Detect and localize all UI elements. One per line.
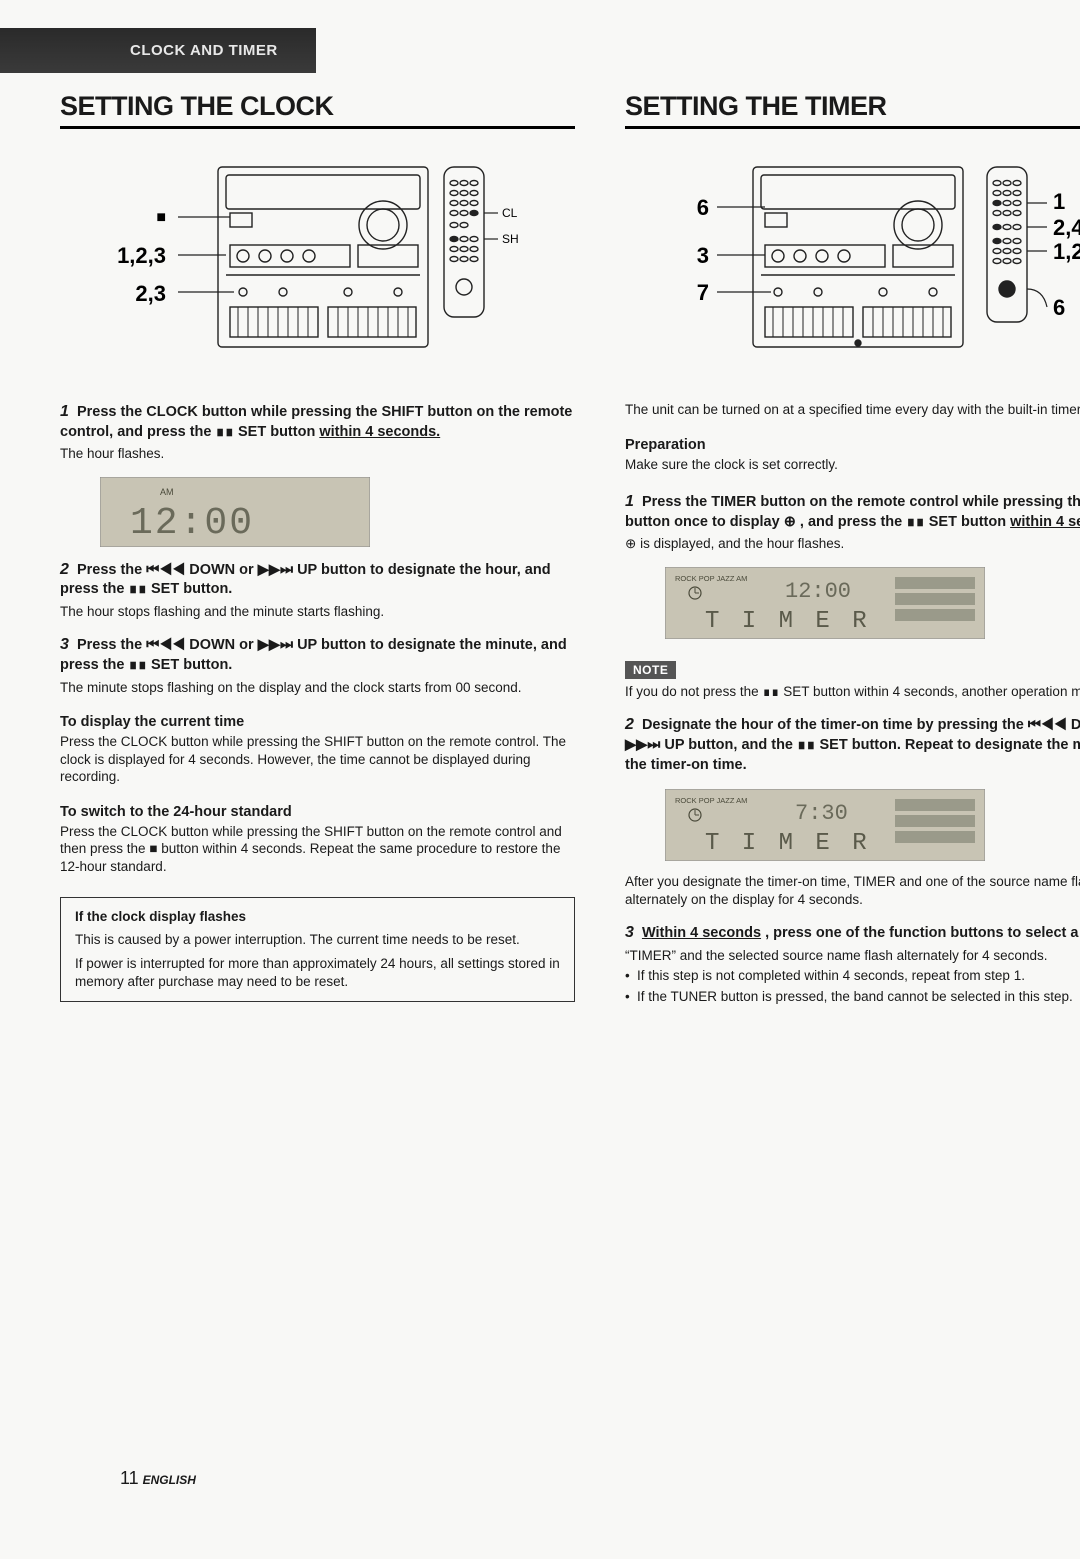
prev-icon: ⏮◀◀ xyxy=(146,562,185,578)
svg-text:T I M E R: T I M E R xyxy=(705,608,871,635)
step2-text-b: DOWN or xyxy=(1071,717,1080,733)
timer-icon: ⊕ xyxy=(784,514,796,530)
note-body: If you do not press the ∎∎ SET button wi… xyxy=(625,683,1080,701)
step2-text-a: Press the xyxy=(77,562,146,578)
pause-icon: ∎∎ xyxy=(216,424,234,440)
pause-icon: ∎∎ xyxy=(129,657,147,673)
callout-24: 2,4 xyxy=(1053,215,1080,240)
svg-text:ROCK POP JAZZ AM: ROCK POP JAZZ AM xyxy=(675,796,747,805)
section-tab: CLOCK AND TIMER xyxy=(0,28,316,73)
step2-text-d: SET button. xyxy=(151,581,232,597)
step3-text-b: , press one of the function buttons to s… xyxy=(765,925,1080,941)
note-tag: NOTE xyxy=(625,661,676,679)
page-number: 11 xyxy=(120,1468,139,1488)
svg-text:AM: AM xyxy=(160,487,174,497)
step-number: 3 xyxy=(60,636,69,653)
clock-flash-notebox: If the clock display flashes This is cau… xyxy=(60,897,575,1002)
callout-23: 2,3 xyxy=(135,281,166,306)
step1-underline: within 4 seconds. xyxy=(1010,514,1080,530)
svg-text:12:00: 12:00 xyxy=(130,502,254,545)
callout-6: 6 xyxy=(696,195,708,220)
svg-text:7:30: 7:30 xyxy=(795,801,848,826)
callout-1: 1 xyxy=(1053,189,1065,214)
callout-clock: CLOCK xyxy=(502,206,518,220)
step2-text-c: UP button, and the xyxy=(664,737,797,753)
step1-text-b: , and press the xyxy=(800,514,906,530)
step2-text-a: Designate the hour of the timer-on time … xyxy=(642,717,1028,733)
next-icon: ▶▶⏭ xyxy=(625,737,660,753)
step3-text-b: DOWN or xyxy=(189,637,257,653)
step-number: 2 xyxy=(60,561,69,578)
step3-bullet2: If the TUNER button is pressed, the band… xyxy=(625,988,1080,1006)
timer-diagram: 6 3 7 1 2,4 1,2 6 xyxy=(625,147,1080,377)
prev-icon: ⏮◀◀ xyxy=(1028,717,1067,733)
step-number: 1 xyxy=(60,403,69,420)
clock-step-1: 1 Press the CLOCK button while pressing … xyxy=(60,401,575,463)
step3-bullet1: If this step is not completed within 4 s… xyxy=(625,967,1080,985)
step1-body: The hour flashes. xyxy=(60,445,575,463)
clock-step-2: 2 Press the ⏮◀◀ DOWN or ▶▶⏭ UP button to… xyxy=(60,559,575,621)
timer-step-2: 2 Designate the hour of the timer-on tim… xyxy=(625,714,1080,775)
right-title: SETTING THE TIMER xyxy=(625,91,1080,129)
step3-text-a: Press the xyxy=(77,637,146,653)
callout-6b: 6 xyxy=(1053,295,1065,320)
notebox-line1: This is caused by a power interruption. … xyxy=(75,931,560,949)
clock-diagram: ■ 1,2,3 2,3 CLOCK SHIFT xyxy=(60,147,575,377)
callout-12: 1,2 xyxy=(1053,239,1080,264)
timer-step-3: 3 Within 4 seconds , press one of the fu… xyxy=(625,922,1080,1005)
step3-body: “TIMER” and the selected source name fla… xyxy=(625,947,1080,965)
timer-intro: The unit can be turned on at a specified… xyxy=(625,401,1080,419)
step1-underline: within 4 seconds. xyxy=(319,424,440,440)
step1-body: is displayed, and the hour flashes. xyxy=(640,536,844,551)
pause-icon: ∎∎ xyxy=(129,581,147,597)
step-number: 2 xyxy=(625,716,634,733)
step3-body: The minute stops flashing on the display… xyxy=(60,679,575,697)
callout-shift: SHIFT xyxy=(502,232,518,246)
next-icon: ▶▶⏭ xyxy=(258,562,293,578)
left-column: SETTING THE CLOCK xyxy=(60,91,575,1019)
preparation-body: Make sure the clock is set correctly. xyxy=(625,456,1080,474)
switch-24h-head: To switch to the 24-hour standard xyxy=(60,804,575,820)
step3-underline: Within 4 seconds xyxy=(642,925,761,941)
preparation-head: Preparation xyxy=(625,437,1080,453)
timer-icon: ⊕ xyxy=(625,536,636,551)
lcd-clock-display: AM 12:00 xyxy=(100,477,575,547)
pause-icon: ∎∎ xyxy=(906,514,924,530)
callout-stop: ■ xyxy=(156,209,166,226)
page-language: ENGLISH xyxy=(143,1473,196,1487)
switch-24h-body: Press the CLOCK button while pressing th… xyxy=(60,823,575,876)
step1-text-c: SET button xyxy=(929,514,1010,530)
callout-3: 3 xyxy=(696,243,708,268)
svg-text:T I M E R: T I M E R xyxy=(705,830,871,857)
step-number: 3 xyxy=(625,924,634,941)
display-current-head: To display the current time xyxy=(60,714,575,730)
prev-icon: ⏮◀◀ xyxy=(146,637,185,653)
svg-text:12:00: 12:00 xyxy=(785,579,851,604)
callout-123: 1,2,3 xyxy=(118,243,166,268)
timer-step-1: 1 Press the TIMER button on the remote c… xyxy=(625,491,1080,553)
lcd-timer-display-1: ROCK POP JAZZ AM 12:00 T I M E R xyxy=(665,567,1080,639)
step3-text-d: SET button. xyxy=(151,657,232,673)
step-number: 1 xyxy=(625,493,634,510)
lcd-timer-display-2: ROCK POP JAZZ AM 7:30 T I M E R xyxy=(665,789,1080,861)
step2-text-b: DOWN or xyxy=(189,562,257,578)
left-title: SETTING THE CLOCK xyxy=(60,91,575,129)
notebox-line2: If power is interrupted for more than ap… xyxy=(75,955,560,991)
notebox-title: If the clock display flashes xyxy=(75,908,560,926)
callout-7: 7 xyxy=(696,280,708,305)
after-step2-text: After you designate the timer-on time, T… xyxy=(625,873,1080,908)
page-footer: 11 ENGLISH xyxy=(120,1468,196,1489)
step1-text-b: SET button xyxy=(238,424,319,440)
right-column: SETTING THE TIMER xyxy=(625,91,1080,1019)
clock-step-3: 3 Press the ⏮◀◀ DOWN or ▶▶⏭ UP button to… xyxy=(60,634,575,696)
display-current-body: Press the CLOCK button while pressing th… xyxy=(60,733,575,786)
step2-body: The hour stops flashing and the minute s… xyxy=(60,603,575,621)
pause-icon: ∎∎ xyxy=(797,737,815,753)
svg-text:ROCK POP JAZZ AM: ROCK POP JAZZ AM xyxy=(675,574,747,583)
next-icon: ▶▶⏭ xyxy=(258,637,293,653)
